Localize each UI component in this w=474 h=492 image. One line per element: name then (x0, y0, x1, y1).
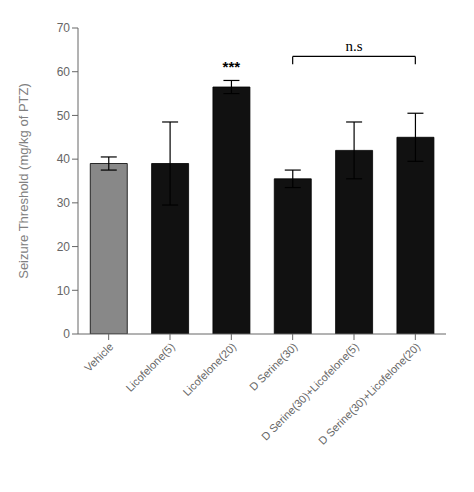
svg-text:40: 40 (57, 152, 71, 166)
svg-text:70: 70 (57, 21, 71, 35)
svg-text:20: 20 (57, 240, 71, 254)
svg-text:50: 50 (57, 109, 71, 123)
svg-text:0: 0 (63, 327, 70, 341)
svg-text:Licofelone(5): Licofelone(5) (123, 340, 176, 393)
svg-text:n.s: n.s (345, 38, 362, 54)
svg-text:D Serine(30)+Licofelone(5): D Serine(30)+Licofelone(5) (259, 340, 361, 442)
svg-text:D Serine(30): D Serine(30) (247, 340, 300, 393)
svg-text:Licofelone(20): Licofelone(20) (180, 340, 238, 398)
svg-text:Seizure Threshold (mg/kg of PT: Seizure Threshold (mg/kg of PTZ) (16, 83, 31, 279)
svg-text:***: *** (223, 58, 241, 75)
svg-text:10: 10 (57, 284, 71, 298)
svg-text:60: 60 (57, 65, 71, 79)
svg-text:Vehicle: Vehicle (82, 340, 116, 374)
svg-text:30: 30 (57, 196, 71, 210)
svg-text:D Serine(30)+Licofelone(20): D Serine(30)+Licofelone(20) (316, 340, 422, 446)
